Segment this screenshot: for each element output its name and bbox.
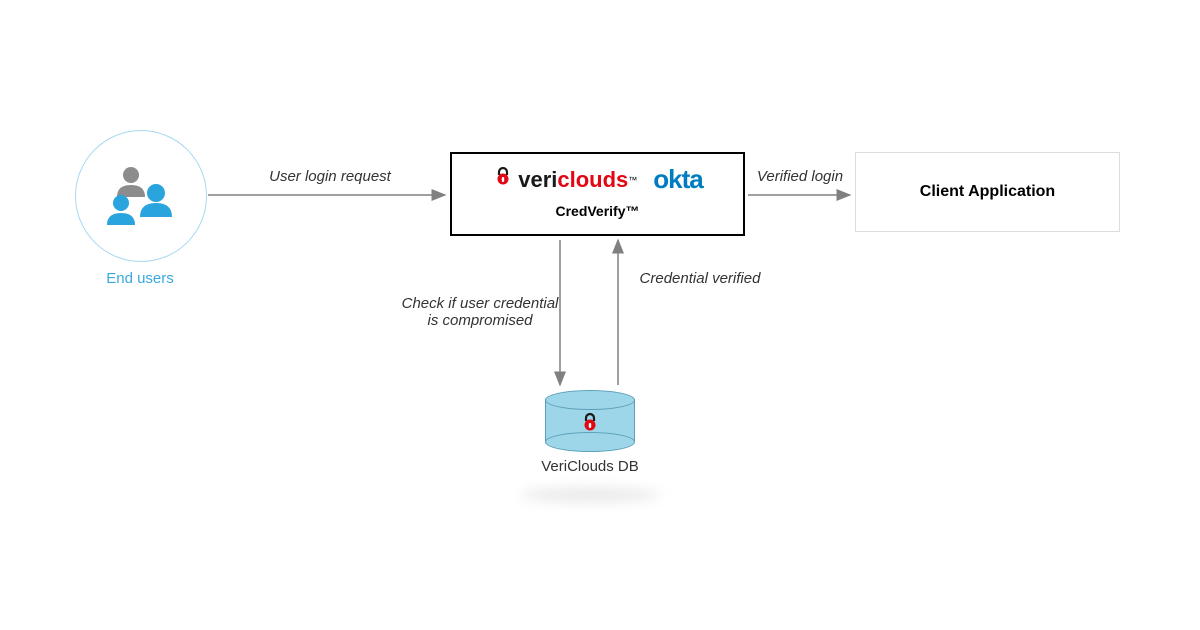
- node-end-users: End users: [75, 130, 207, 262]
- diagram-stage: End users vericlouds™ okta CredVerify™ C…: [0, 0, 1200, 630]
- edge-label-verified-login: Verified login: [720, 168, 880, 185]
- end-users-label: End users: [75, 270, 205, 287]
- end-users-circle: [75, 130, 207, 262]
- credverify-logos: vericlouds™ okta: [452, 154, 743, 195]
- vericlouds-text-black: veri: [518, 167, 557, 193]
- vericlouds-tm: ™: [628, 175, 637, 185]
- db-shadow: [520, 488, 660, 502]
- client-app-label: Client Application: [920, 183, 1055, 201]
- db-label: VeriClouds DB: [510, 458, 670, 475]
- users-icon: [101, 161, 181, 231]
- vericlouds-text-red: clouds: [557, 167, 628, 193]
- node-client-app: Client Application: [855, 152, 1120, 232]
- edge-label-cred-verified: Credential verified: [610, 270, 790, 287]
- vericlouds-logo: vericlouds™: [492, 166, 637, 194]
- edge-label-check-compromised: Check if user credential is compromised: [380, 295, 580, 329]
- lock-icon: [492, 166, 514, 194]
- db-lock-icon: [545, 412, 635, 439]
- okta-logo: okta: [653, 164, 702, 195]
- node-credverify: vericlouds™ okta CredVerify™: [450, 152, 745, 236]
- credverify-subtitle: CredVerify™: [452, 195, 743, 229]
- edge-label-login-request: User login request: [230, 168, 430, 185]
- arrows-layer: [0, 0, 1200, 630]
- node-db: [545, 390, 635, 450]
